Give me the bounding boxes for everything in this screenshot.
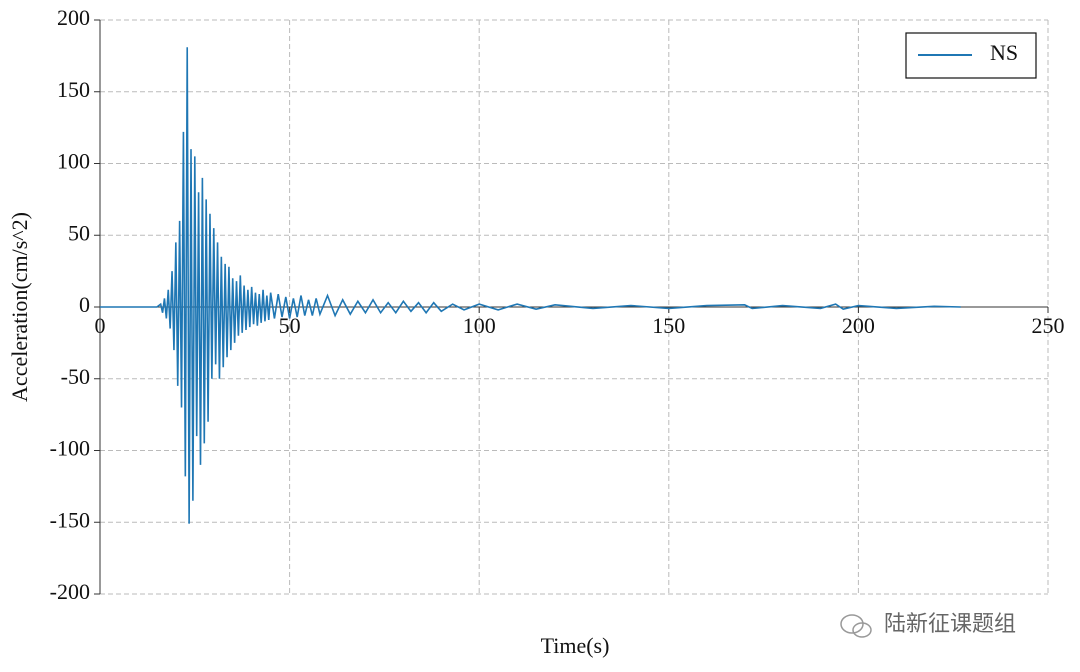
y-tick-label: -100 bbox=[50, 436, 90, 461]
y-tick-label: -50 bbox=[61, 364, 90, 389]
x-axis-label: Time(s) bbox=[541, 633, 610, 658]
watermark: 陆新征课题组 bbox=[884, 611, 1016, 636]
x-tick-label: 200 bbox=[842, 313, 875, 338]
x-tick-label: 100 bbox=[463, 313, 496, 338]
watermark-icon bbox=[840, 614, 872, 638]
y-tick-label: 150 bbox=[57, 77, 90, 102]
y-tick-label: 100 bbox=[57, 149, 90, 174]
y-tick-label: 0 bbox=[79, 292, 90, 317]
legend-label: NS bbox=[990, 40, 1018, 65]
y-axis-label: Acceleration(cm/s^2) bbox=[7, 212, 32, 402]
data-line bbox=[100, 47, 961, 524]
legend: NS bbox=[905, 32, 1037, 79]
y-tick-label: -150 bbox=[50, 507, 90, 532]
y-tick-label: -200 bbox=[50, 579, 90, 604]
y-tick-label: 200 bbox=[57, 5, 90, 30]
x-tick-label: 50 bbox=[279, 313, 301, 338]
y-tick-label: 50 bbox=[68, 220, 90, 245]
x-tick-label: 250 bbox=[1032, 313, 1065, 338]
x-tick-label: 150 bbox=[652, 313, 685, 338]
